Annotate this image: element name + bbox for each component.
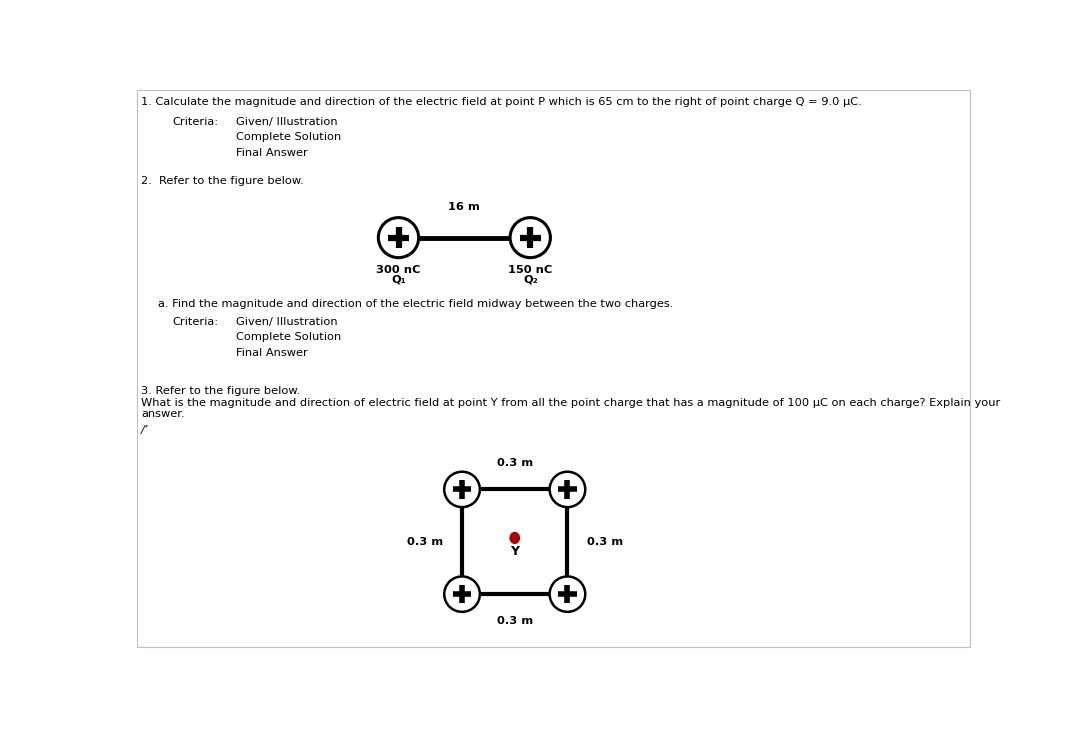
- Text: 150 nC: 150 nC: [508, 265, 552, 275]
- Circle shape: [444, 577, 480, 612]
- Text: What is the magnitude and direction of electric field at point Y from all the po: What is the magnitude and direction of e…: [141, 398, 1000, 408]
- Text: 16 m: 16 m: [448, 202, 481, 212]
- Text: Complete Solution: Complete Solution: [235, 332, 341, 343]
- Text: Given/ Illustration: Given/ Illustration: [235, 117, 337, 127]
- Text: Y: Y: [510, 545, 519, 558]
- Text: 2.  Refer to the figure below.: 2. Refer to the figure below.: [141, 176, 303, 186]
- Text: 300 nC: 300 nC: [376, 265, 421, 275]
- Text: 0.3 m: 0.3 m: [586, 537, 623, 547]
- Text: Criteria:: Criteria:: [172, 317, 218, 327]
- Text: Q₁: Q₁: [391, 275, 406, 284]
- Circle shape: [444, 472, 480, 507]
- Text: a. Find the magnitude and direction of the electric field midway between the two: a. Find the magnitude and direction of t…: [159, 299, 674, 309]
- Text: 3. Refer to the figure below.: 3. Refer to the figure below.: [141, 386, 300, 397]
- Text: Given/ Illustration: Given/ Illustration: [235, 317, 337, 327]
- Text: answer.: answer.: [141, 410, 185, 419]
- Text: 0.3 m: 0.3 m: [407, 537, 443, 547]
- Text: Q₂: Q₂: [523, 275, 538, 284]
- Text: Final Answer: Final Answer: [235, 147, 308, 157]
- Circle shape: [510, 218, 551, 257]
- Text: 0.3 m: 0.3 m: [497, 458, 532, 468]
- Text: 1. Calculate the magnitude and direction of the electric field at point P which : 1. Calculate the magnitude and direction…: [141, 97, 862, 106]
- Text: /’: /’: [141, 425, 149, 434]
- Circle shape: [378, 218, 419, 257]
- Ellipse shape: [510, 533, 519, 543]
- Text: Final Answer: Final Answer: [235, 348, 308, 358]
- Circle shape: [550, 577, 585, 612]
- Text: Complete Solution: Complete Solution: [235, 132, 341, 142]
- Circle shape: [550, 472, 585, 507]
- Text: 0.3 m: 0.3 m: [497, 616, 532, 625]
- Text: Criteria:: Criteria:: [172, 117, 218, 127]
